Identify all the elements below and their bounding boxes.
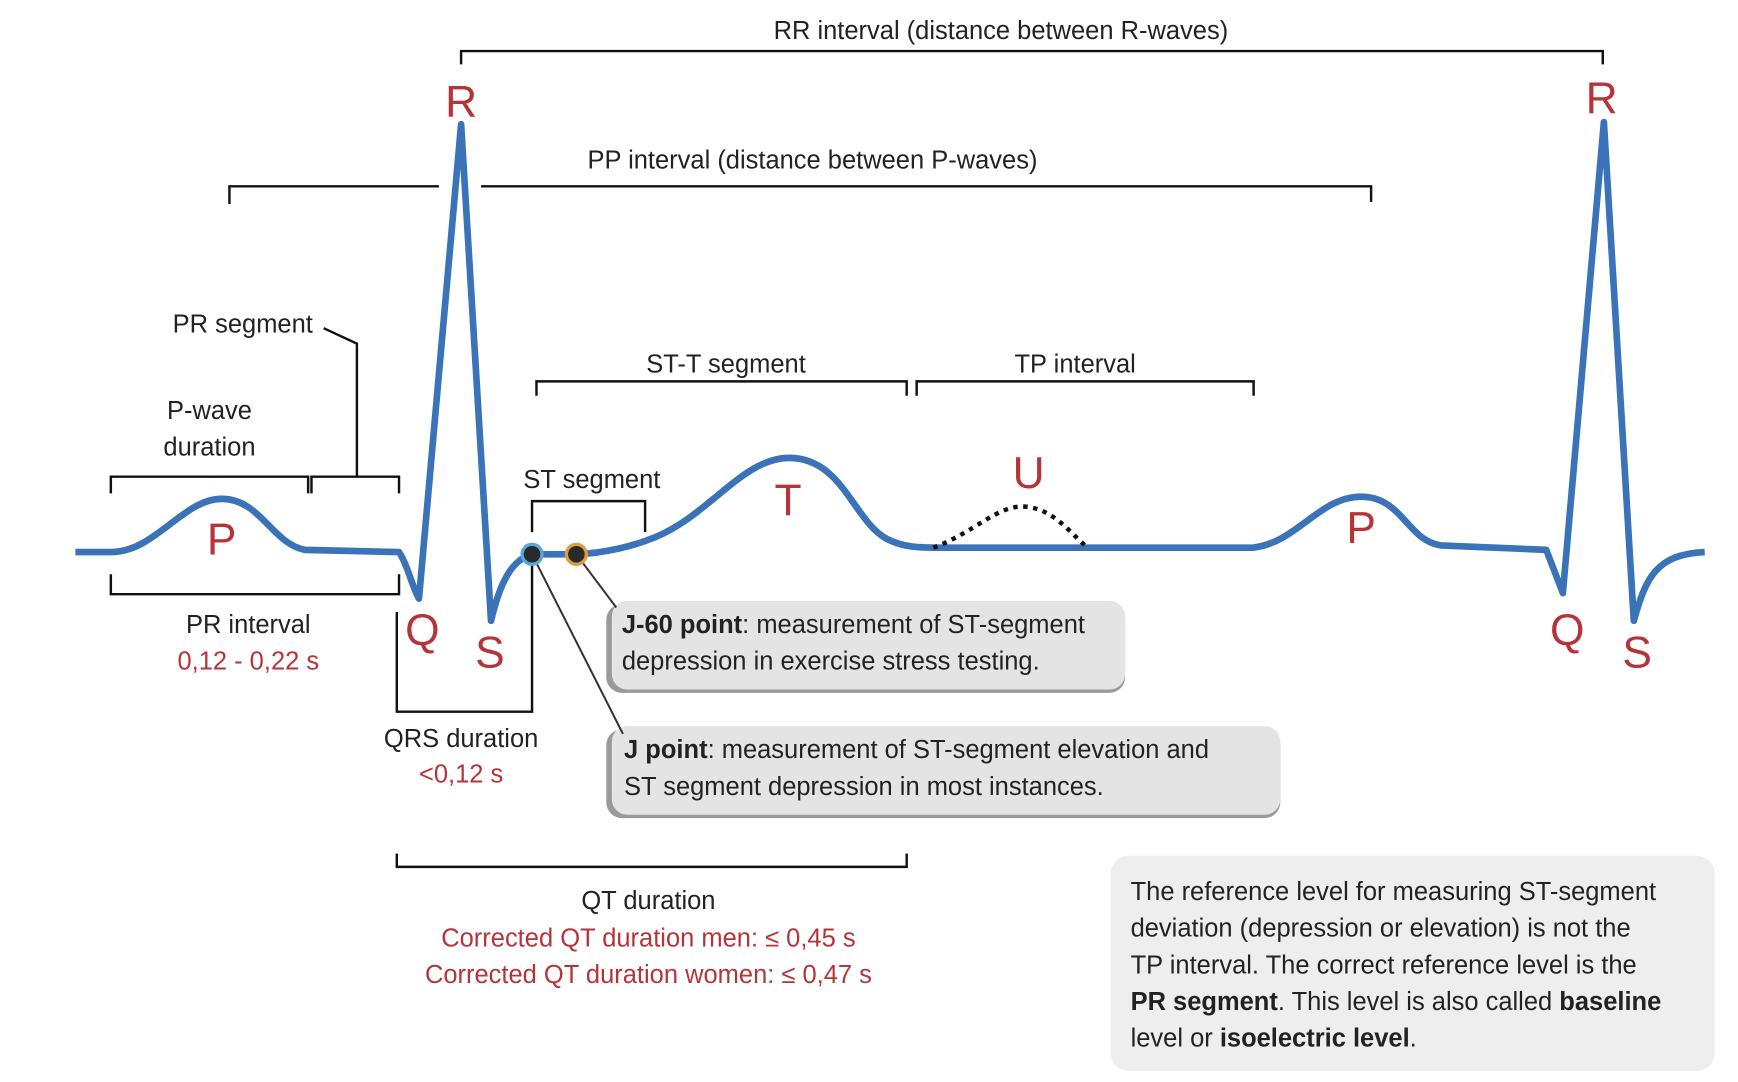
note-text: The reference level for measuring ST-seg…	[1131, 878, 1657, 906]
callout-box	[611, 600, 1126, 690]
label: TP interval	[1014, 351, 1135, 379]
label: PR segment	[173, 311, 313, 339]
note-box	[1110, 855, 1715, 1071]
wave-label: R	[1586, 74, 1618, 123]
callout-text: J point: measurement of ST-segment eleva…	[624, 736, 1209, 764]
note-text: level or	[1131, 1024, 1220, 1052]
tp-bracket	[915, 380, 1255, 396]
pr-segment-bracket	[310, 327, 401, 494]
wave-label: Q	[1550, 606, 1584, 655]
ecg-trace	[75, 118, 1705, 625]
note-text: . This level is also called	[1278, 988, 1559, 1016]
callout-term: J-60 point	[622, 611, 743, 639]
label: ST-T segment	[646, 351, 806, 379]
wave-label: S	[1622, 628, 1652, 677]
wave-label: Q	[405, 606, 439, 655]
callout-text: : measurement of ST-segment elevation an…	[708, 736, 1209, 764]
label: PP interval (distance between P-waves)	[587, 147, 1037, 175]
wave-label: P	[1346, 504, 1376, 553]
wave-label: R	[445, 77, 477, 126]
callout-text: : measurement of ST-segment	[742, 611, 1085, 639]
rr-bracket	[459, 49, 1604, 65]
leader-line	[531, 553, 624, 735]
label: QT duration	[581, 887, 715, 915]
callout-box	[611, 726, 1281, 815]
j60-point	[564, 542, 589, 566]
label: 0,12 - 0,22 s	[177, 648, 319, 676]
label: QRS duration	[384, 725, 538, 753]
label: ST segment	[523, 466, 660, 494]
note-text: .	[1410, 1024, 1417, 1052]
pr-interval-bracket	[109, 574, 401, 596]
note-text: TP interval. The correct reference level…	[1131, 951, 1637, 979]
st-segment-bracket	[530, 499, 647, 533]
label: duration	[163, 434, 255, 462]
label: P-wave	[167, 397, 252, 425]
st-t-bracket	[535, 380, 908, 396]
callout-text: ST segment depression in most instances.	[624, 773, 1104, 801]
label: RR interval (distance between R-waves)	[774, 17, 1229, 45]
note-text: PR segment. This level is also called ba…	[1131, 988, 1662, 1016]
callout-term: J point	[624, 736, 708, 764]
note-text: deviation (depression or elevation) is n…	[1131, 915, 1631, 943]
u-wave	[932, 504, 1088, 550]
qrs-bracket	[395, 559, 534, 713]
label: <0,12 s	[419, 761, 503, 789]
pp-bracket	[228, 185, 1373, 205]
note-bold: PR segment	[1131, 988, 1279, 1016]
callout-text: J-60 point: measurement of ST-segment	[622, 611, 1085, 639]
note-bold: baseline	[1559, 988, 1661, 1016]
qt-bracket	[395, 853, 908, 869]
label: Corrected QT duration women: ≤ 0,47 s	[425, 961, 872, 989]
wave-label: T	[775, 477, 802, 526]
callout-text: depression in exercise stress testing.	[622, 648, 1040, 676]
wave-label: U	[1013, 449, 1045, 498]
label: Corrected QT duration men: ≤ 0,45 s	[441, 925, 855, 953]
wave-label: P	[207, 515, 237, 564]
wave-label: S	[475, 628, 505, 677]
p-wave-bracket	[109, 475, 310, 494]
note-text: level or isoelectric level.	[1131, 1024, 1417, 1052]
note-bold: isoelectric level	[1220, 1024, 1410, 1052]
j-point	[520, 542, 544, 566]
label: PR interval	[186, 611, 311, 639]
